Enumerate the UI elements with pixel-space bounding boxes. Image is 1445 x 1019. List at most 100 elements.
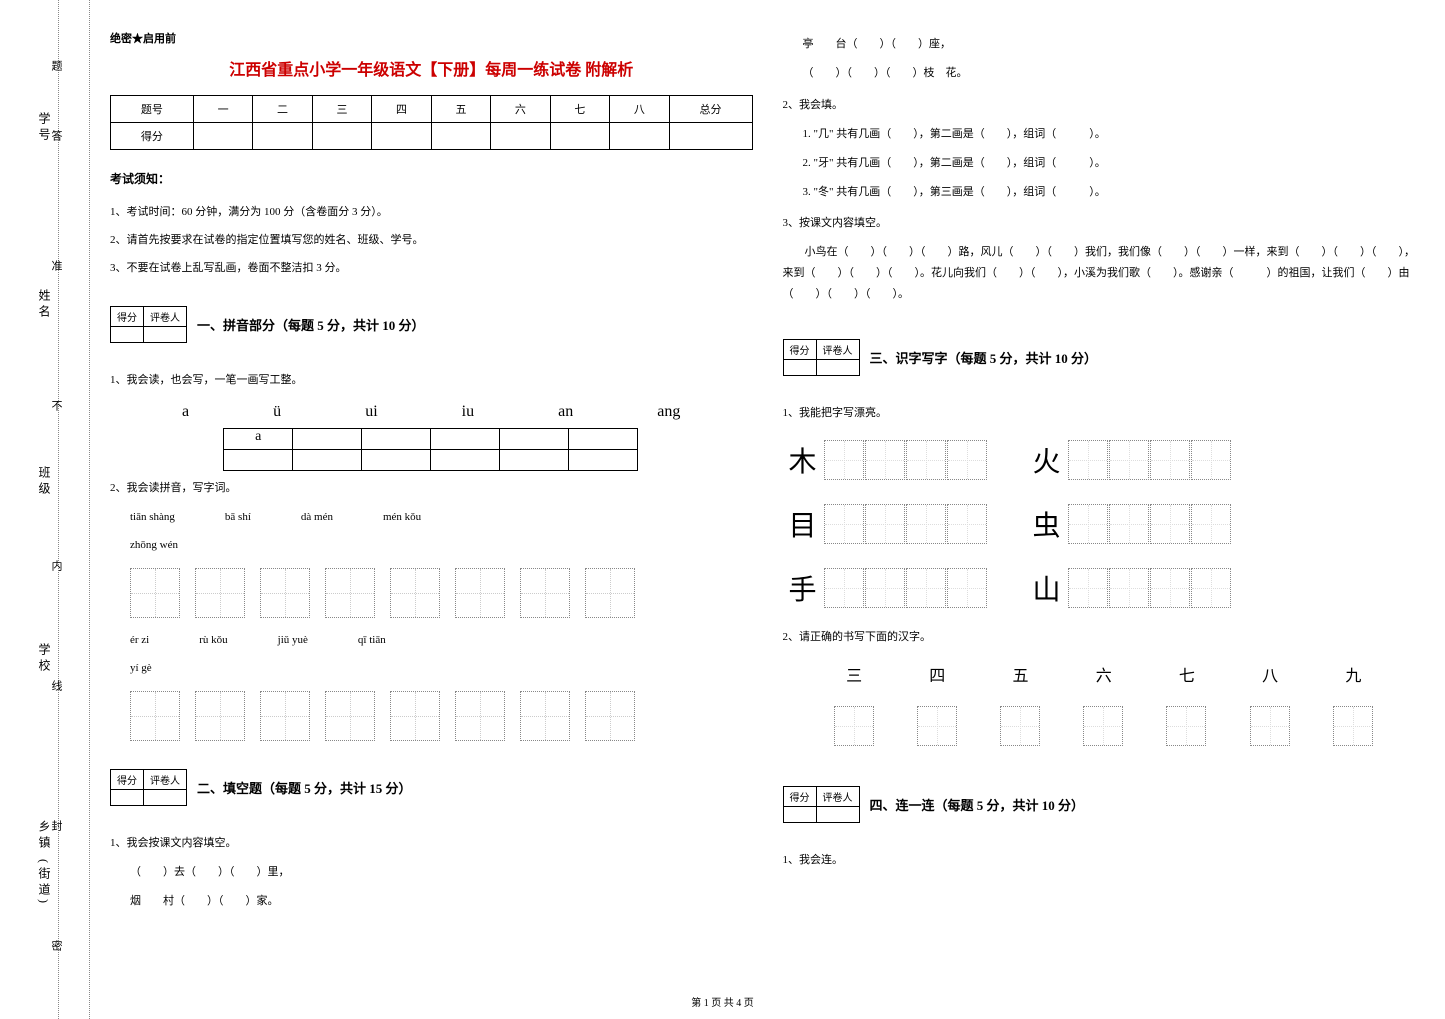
- writing-box[interactable]: [865, 568, 905, 608]
- notice-heading: 考试须知：: [110, 170, 753, 187]
- writing-box[interactable]: [947, 504, 987, 544]
- writing-pair: 木 火: [783, 428, 1426, 492]
- writing-box[interactable]: [1109, 504, 1149, 544]
- writing-pair: 目 虫: [783, 492, 1426, 556]
- pinyin-cell[interactable]: [292, 449, 362, 471]
- pinyin-cell[interactable]: [568, 428, 638, 450]
- td[interactable]: [253, 123, 312, 150]
- writing-box[interactable]: [1068, 504, 1108, 544]
- td[interactable]: [669, 123, 752, 150]
- score-cell[interactable]: [783, 807, 816, 823]
- score-label: 得分: [111, 307, 144, 327]
- pinyin-h: an: [558, 403, 573, 421]
- num-char: 六: [1096, 662, 1112, 686]
- td[interactable]: [431, 123, 490, 150]
- score-cell[interactable]: [111, 790, 144, 806]
- pinyin-cell[interactable]: [223, 449, 293, 471]
- pinyin-label: rù kǒu: [199, 634, 227, 646]
- char-box[interactable]: [520, 691, 570, 741]
- th: 七: [550, 96, 609, 123]
- writing-box[interactable]: [947, 568, 987, 608]
- confidential-label: 绝密★启用前: [110, 30, 753, 46]
- score-cell[interactable]: [111, 327, 144, 343]
- number-chars-row: 三 四 五 六 七 八 九: [813, 662, 1396, 686]
- pinyin-cell[interactable]: [430, 449, 500, 471]
- writing-box[interactable]: [865, 504, 905, 544]
- char-box[interactable]: [325, 691, 375, 741]
- char-box[interactable]: [260, 691, 310, 741]
- char-box[interactable]: [455, 691, 505, 741]
- char-box[interactable]: [390, 691, 440, 741]
- pinyin-label: qī tiān: [358, 634, 386, 646]
- writing-box[interactable]: [1109, 568, 1149, 608]
- td[interactable]: [550, 123, 609, 150]
- score-cell[interactable]: [783, 360, 816, 376]
- writing-char: 木: [783, 440, 823, 480]
- writing-box[interactable]: [1068, 568, 1108, 608]
- pinyin-h: a: [182, 403, 189, 421]
- char-box[interactable]: [390, 568, 440, 618]
- writing-row: 目: [783, 504, 987, 544]
- writing-box[interactable]: [824, 568, 864, 608]
- td[interactable]: [491, 123, 550, 150]
- td[interactable]: [312, 123, 371, 150]
- writing-box[interactable]: [917, 706, 957, 746]
- writing-box[interactable]: [906, 440, 946, 480]
- td[interactable]: [193, 123, 252, 150]
- writing-box[interactable]: [947, 440, 987, 480]
- writing-box[interactable]: [1150, 504, 1190, 544]
- char-box[interactable]: [455, 568, 505, 618]
- writing-box[interactable]: [1250, 706, 1290, 746]
- pinyin-h: iu: [462, 403, 474, 421]
- char-box[interactable]: [260, 568, 310, 618]
- pinyin-label: mén kǒu: [383, 511, 421, 523]
- char-box[interactable]: [585, 568, 635, 618]
- grader-cell[interactable]: [144, 327, 187, 343]
- char-box[interactable]: [520, 568, 570, 618]
- writing-box[interactable]: [1109, 440, 1149, 480]
- writing-box[interactable]: [1150, 440, 1190, 480]
- char-box[interactable]: [130, 568, 180, 618]
- writing-row: 山: [1027, 568, 1231, 608]
- pinyin-cell[interactable]: [361, 449, 431, 471]
- writing-box[interactable]: [824, 440, 864, 480]
- char-box[interactable]: [130, 691, 180, 741]
- td[interactable]: [610, 123, 669, 150]
- char-box[interactable]: [195, 691, 245, 741]
- writing-char: 虫: [1027, 504, 1067, 544]
- char-box[interactable]: [195, 568, 245, 618]
- pinyin-cell[interactable]: [361, 428, 431, 450]
- td[interactable]: [372, 123, 431, 150]
- writing-box[interactable]: [1333, 706, 1373, 746]
- char-grid-row1: [130, 568, 733, 618]
- s2-q2-line: 1. "几" 共有几画（ ），第二画是（ ），组词（ ）。: [803, 124, 1426, 145]
- char-box[interactable]: [325, 568, 375, 618]
- pinyin-cell[interactable]: [568, 449, 638, 471]
- writing-box[interactable]: [1166, 706, 1206, 746]
- writing-box[interactable]: [834, 706, 874, 746]
- writing-box[interactable]: [865, 440, 905, 480]
- pinyin-cell[interactable]: [430, 428, 500, 450]
- writing-box[interactable]: [1068, 440, 1108, 480]
- writing-box[interactable]: [1191, 440, 1231, 480]
- writing-box[interactable]: [1000, 706, 1040, 746]
- writing-box[interactable]: [824, 504, 864, 544]
- s4-q1: 1、我会连。: [783, 851, 1426, 867]
- pinyin-cell[interactable]: [499, 428, 569, 450]
- char-box[interactable]: [585, 691, 635, 741]
- num-char: 三: [846, 662, 862, 686]
- grader-cell[interactable]: [816, 807, 859, 823]
- writing-box[interactable]: [906, 504, 946, 544]
- grader-cell[interactable]: [816, 360, 859, 376]
- writing-box[interactable]: [1083, 706, 1123, 746]
- writing-box[interactable]: [1191, 504, 1231, 544]
- pinyin-cell[interactable]: [292, 428, 362, 450]
- page-container: 学号 姓名 班级 学校 乡镇 (街道) 题 答 准 不 内 线 封 密 绝密★启…: [0, 0, 1445, 1019]
- pinyin-cell[interactable]: [499, 449, 569, 471]
- pinyin-cell: a: [223, 428, 293, 450]
- s3-q1: 1、我能把字写漂亮。: [783, 404, 1426, 420]
- writing-box[interactable]: [1191, 568, 1231, 608]
- writing-box[interactable]: [906, 568, 946, 608]
- grader-cell[interactable]: [144, 790, 187, 806]
- writing-box[interactable]: [1150, 568, 1190, 608]
